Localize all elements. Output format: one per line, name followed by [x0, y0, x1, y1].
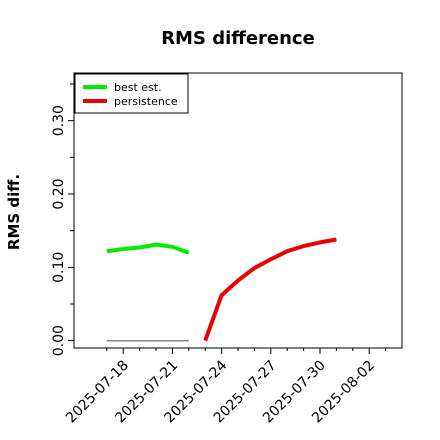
y-tick-label: 0.20	[51, 178, 67, 209]
y-axis: 0.00 0.10 0.20 0.30	[51, 83, 74, 356]
x-axis: 2025-07-182025-07-212025-07-242025-07-27…	[63, 348, 387, 426]
y-axis-label: RMS diff.	[5, 174, 23, 250]
series-layer	[106, 237, 337, 342]
legend: best est. persistence	[74, 73, 189, 114]
series-line-persistence	[203, 237, 337, 342]
legend-box	[74, 73, 189, 114]
series-line-best-est	[106, 242, 190, 255]
legend-label-persistence: persistence	[114, 95, 178, 108]
chart-title: RMS difference	[161, 28, 315, 49]
legend-label-best-est: best est.	[114, 81, 162, 94]
y-tick-label: 0.30	[51, 105, 67, 136]
y-tick-label: 0.00	[51, 325, 67, 356]
plot-frame	[73, 72, 403, 349]
y-tick-label: 0.10	[51, 252, 67, 283]
